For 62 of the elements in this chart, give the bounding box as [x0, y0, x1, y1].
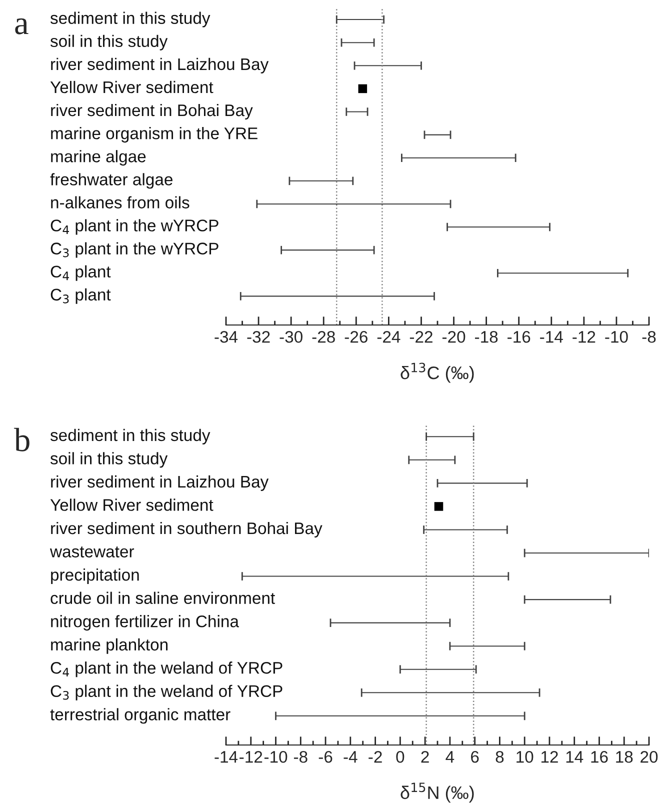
- y-tick-label: precipitation: [51, 568, 139, 584]
- x-tick-label: 14: [566, 751, 584, 763]
- y-tick-label: C$_{4}$ plant in the weland of YRCP: [50, 662, 282, 678]
- x-tick-label: -32: [247, 330, 270, 343]
- x-tick-label: 10: [516, 750, 534, 763]
- x-tick-label: -34: [214, 330, 238, 343]
- x-tick-label: -26: [344, 330, 368, 343]
- y-tick-label: terrestrial organic matter: [50, 708, 230, 724]
- y-tick-label: marine organism in the YRE: [51, 127, 258, 143]
- x-tick-label: -14: [214, 751, 238, 763]
- x-tick-label: 12: [541, 750, 558, 763]
- x-tick-label: -12: [240, 750, 262, 763]
- y-tick-label: Yellow River sediment: [50, 498, 214, 511]
- x-tick-label: -30: [280, 330, 302, 343]
- x-tick-label: -10: [264, 750, 288, 763]
- x-tick-label: 4: [446, 751, 454, 763]
- x-tick-label: 16: [591, 750, 608, 763]
- y-tick-label: freshwater algae: [50, 173, 172, 189]
- y-tick-label: nitrogen fertilizer in China: [51, 615, 239, 631]
- y-tick-label: sediment in this study: [50, 428, 210, 444]
- x-tick-label: -18: [475, 330, 498, 343]
- y-tick-label: n-alkanes from oils: [51, 196, 190, 208]
- x-tick-label: 18: [616, 750, 633, 763]
- x-axis-title: δ$^{13}$C (‰): [400, 362, 474, 383]
- y-tick-label: C$_{3}$ plant in the wYRCP: [50, 242, 218, 258]
- y-tick-label: river sediment in Laizhou Bay: [51, 475, 269, 491]
- chart-title: a: [15, 18, 28, 34]
- y-tick-label: C$_{4}$ plant: [50, 265, 111, 281]
- x-tick-label: -28: [312, 330, 335, 343]
- x-tick-label: 2: [421, 750, 429, 763]
- y-tick-label: wastewater: [50, 546, 134, 558]
- x-tick-label: -2: [368, 750, 382, 763]
- x-tick-label: -8: [642, 330, 656, 343]
- y-tick-label: river sediment in southern Bohai Bay: [51, 522, 322, 538]
- x-tick-label: -4: [344, 751, 358, 763]
- x-tick-label: -8: [294, 750, 308, 763]
- x-tick-label: -24: [377, 330, 400, 343]
- x-tick-label: -14: [540, 331, 563, 343]
- y-tick-label: river sediment in Laizhou Bay: [51, 58, 269, 74]
- y-tick-label: marine plankton: [51, 638, 168, 654]
- y-tick-label: soil in this study: [50, 34, 168, 50]
- x-tick-label: -12: [572, 330, 596, 343]
- y-tick-label: C$_{4}$ plant in the wYRCP: [50, 219, 218, 235]
- y-tick-label: C$_{3}$ plant in the weland of YRCP: [50, 684, 282, 700]
- x-tick-label: 6: [471, 750, 479, 763]
- x-tick-label: 8: [496, 750, 504, 763]
- chart-title: b: [14, 428, 30, 452]
- y-tick-label: crude oil in saline environment: [50, 592, 275, 604]
- x-tick-label: 20: [640, 750, 658, 763]
- y-tick-label: river sediment in Bohai Bay: [51, 104, 253, 120]
- y-tick-label: marine algae: [51, 150, 146, 166]
- x-tick-label: 0: [396, 750, 404, 763]
- y-tick-label: soil in this study: [50, 452, 168, 468]
- x-tick-label: -22: [410, 330, 432, 343]
- x-axis-title: δ$^{15}$N (‰): [400, 782, 474, 803]
- x-tick-label: -10: [605, 330, 628, 343]
- y-tick-label: C$_{3}$ plant: [50, 288, 111, 304]
- x-tick-label: -20: [442, 330, 466, 343]
- y-tick-label: Yellow River sediment: [50, 80, 214, 94]
- x-tick-label: -16: [508, 330, 530, 343]
- x-tick-label: -6: [318, 750, 332, 763]
- y-tick-label: sediment in this study: [50, 12, 210, 28]
